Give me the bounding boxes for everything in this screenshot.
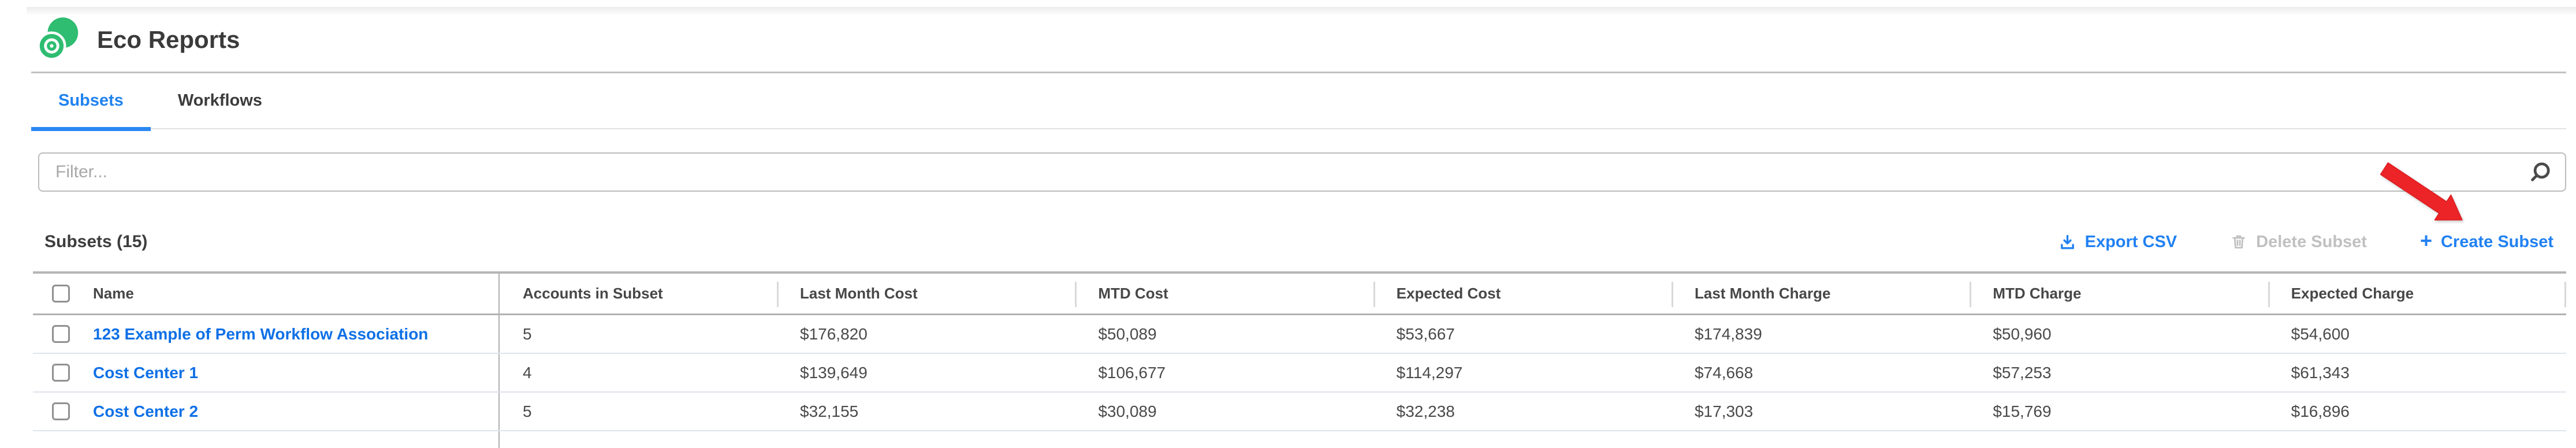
column-header-mtd-cost: MTD Cost bbox=[1075, 274, 1373, 313]
download-icon bbox=[2058, 233, 2076, 251]
row-cell: $57,253 bbox=[1993, 363, 2052, 382]
trash-icon bbox=[2230, 233, 2247, 251]
row-cell: $32,238 bbox=[1396, 402, 1455, 420]
name-cell: Cost Center 1 bbox=[33, 354, 500, 391]
toolbar: Subsets (15) Export CSV Delete Subset + bbox=[31, 229, 2566, 255]
table-tail bbox=[33, 431, 2566, 448]
tab-subsets[interactable]: Subsets bbox=[31, 73, 151, 131]
create-subset-button[interactable]: + Create Subset bbox=[2419, 229, 2553, 252]
tab-bar: Subsets Workflows bbox=[31, 73, 2566, 131]
name-cell: 123 Example of Perm Workflow Association bbox=[33, 315, 500, 353]
subsets-table: Name Accounts in Subset Last Month Cost … bbox=[33, 271, 2567, 448]
column-header-last-month-charge: Last Month Charge bbox=[1671, 274, 1970, 313]
row-cell: $61,343 bbox=[2291, 363, 2350, 382]
select-all-checkbox[interactable] bbox=[52, 285, 70, 303]
header-divider bbox=[31, 72, 2566, 73]
row-cell: $74,668 bbox=[1694, 363, 1754, 382]
column-header-name: Name bbox=[33, 274, 500, 313]
row-cell: $53,667 bbox=[1396, 324, 1455, 343]
search-icon[interactable] bbox=[2527, 160, 2552, 186]
table-header-row: Name Accounts in Subset Last Month Cost … bbox=[33, 271, 2567, 315]
row-cell: $106,677 bbox=[1098, 363, 1166, 382]
export-csv-label: Export CSV bbox=[2084, 232, 2177, 251]
page-title: Eco Reports bbox=[97, 26, 240, 53]
tab-workflows[interactable]: Workflows bbox=[177, 91, 262, 110]
row-cell: 4 bbox=[523, 363, 532, 382]
row-cell: $30,089 bbox=[1098, 402, 1157, 420]
row-checkbox[interactable] bbox=[52, 364, 70, 382]
column-header-name-label: Name bbox=[93, 285, 134, 302]
row-cell: $174,839 bbox=[1694, 324, 1762, 343]
create-subset-label: Create Subset bbox=[2440, 232, 2553, 251]
row-checkbox[interactable] bbox=[52, 325, 70, 343]
row-cell: $176,820 bbox=[800, 324, 868, 343]
table-tail-divider bbox=[33, 431, 500, 448]
row-checkbox[interactable] bbox=[52, 402, 70, 420]
app-header: Eco Reports bbox=[0, 0, 2576, 72]
row-cell: $50,960 bbox=[1993, 324, 2052, 343]
column-header-last-month-cost: Last Month Cost bbox=[777, 274, 1075, 313]
toolbar-actions: Export CSV Delete Subset + Create Subset bbox=[2058, 229, 2566, 252]
column-header-expected-charge: Expected Charge bbox=[2268, 274, 2567, 313]
subset-name-link[interactable]: 123 Example of Perm Workflow Association bbox=[93, 324, 429, 343]
row-cell: $17,303 bbox=[1694, 402, 1754, 420]
table-body: 123 Example of Perm Workflow Association… bbox=[33, 315, 2566, 431]
table-row: Cost Center 2 5 $32,155 $30,089 $32,238 … bbox=[33, 393, 2566, 431]
subset-name-link[interactable]: Cost Center 1 bbox=[93, 363, 199, 382]
column-header-mtd-charge: MTD Charge bbox=[1970, 274, 2268, 313]
table-row: 123 Example of Perm Workflow Association… bbox=[33, 315, 2566, 354]
export-csv-button[interactable]: Export CSV bbox=[2058, 233, 2177, 252]
subsets-count-heading: Subsets (15) bbox=[44, 232, 148, 251]
row-cell: $54,600 bbox=[2291, 324, 2350, 343]
column-header-expected-cost: Expected Cost bbox=[1373, 274, 1672, 313]
delete-subset-button[interactable]: Delete Subset bbox=[2230, 233, 2367, 252]
column-header-accounts: Accounts in Subset bbox=[523, 285, 663, 302]
row-cell: 5 bbox=[523, 402, 532, 420]
row-cell: $16,896 bbox=[2291, 402, 2350, 420]
row-cell: 5 bbox=[523, 324, 532, 343]
filter-box bbox=[38, 152, 2566, 192]
plus-icon: + bbox=[2419, 229, 2432, 252]
table-row: Cost Center 1 4 $139,649 $106,677 $114,2… bbox=[33, 354, 2566, 393]
row-cell: $114,297 bbox=[1396, 363, 1463, 382]
row-cell: $139,649 bbox=[800, 363, 868, 382]
subset-name-link[interactable]: Cost Center 2 bbox=[93, 402, 199, 420]
filter-input[interactable] bbox=[39, 154, 2565, 191]
delete-subset-label: Delete Subset bbox=[2256, 232, 2367, 251]
row-cell: $32,155 bbox=[800, 402, 859, 420]
name-cell: Cost Center 2 bbox=[33, 393, 500, 430]
row-cell: $50,089 bbox=[1098, 324, 1157, 343]
eco-logo-icon bbox=[32, 14, 83, 65]
row-cell: $15,769 bbox=[1993, 402, 2052, 420]
